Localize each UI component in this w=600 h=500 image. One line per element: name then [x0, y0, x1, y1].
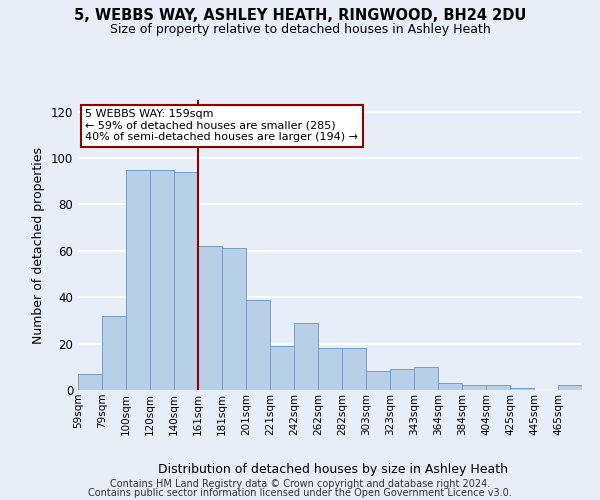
Bar: [510, 388, 534, 390]
Bar: [558, 386, 582, 390]
Text: 5, WEBBS WAY, ASHLEY HEATH, RINGWOOD, BH24 2DU: 5, WEBBS WAY, ASHLEY HEATH, RINGWOOD, BH…: [74, 8, 526, 22]
Text: 5 WEBBS WAY: 159sqm
← 59% of detached houses are smaller (285)
40% of semi-detac: 5 WEBBS WAY: 159sqm ← 59% of detached ho…: [85, 110, 358, 142]
Bar: [126, 170, 150, 390]
Bar: [462, 386, 486, 390]
Text: Contains HM Land Registry data © Crown copyright and database right 2024.: Contains HM Land Registry data © Crown c…: [110, 479, 490, 489]
Y-axis label: Number of detached properties: Number of detached properties: [32, 146, 45, 344]
Bar: [342, 348, 366, 390]
Bar: [294, 322, 318, 390]
Bar: [414, 367, 438, 390]
Bar: [486, 386, 510, 390]
Bar: [198, 246, 222, 390]
Text: Size of property relative to detached houses in Ashley Heath: Size of property relative to detached ho…: [110, 22, 490, 36]
Bar: [438, 383, 462, 390]
Bar: [222, 248, 246, 390]
Text: Distribution of detached houses by size in Ashley Heath: Distribution of detached houses by size …: [158, 462, 508, 475]
Bar: [366, 372, 390, 390]
Text: Contains public sector information licensed under the Open Government Licence v3: Contains public sector information licen…: [88, 488, 512, 498]
Bar: [102, 316, 126, 390]
Bar: [390, 369, 414, 390]
Bar: [246, 300, 270, 390]
Bar: [150, 170, 174, 390]
Bar: [78, 374, 102, 390]
Bar: [270, 346, 294, 390]
Bar: [318, 348, 342, 390]
Bar: [174, 172, 198, 390]
